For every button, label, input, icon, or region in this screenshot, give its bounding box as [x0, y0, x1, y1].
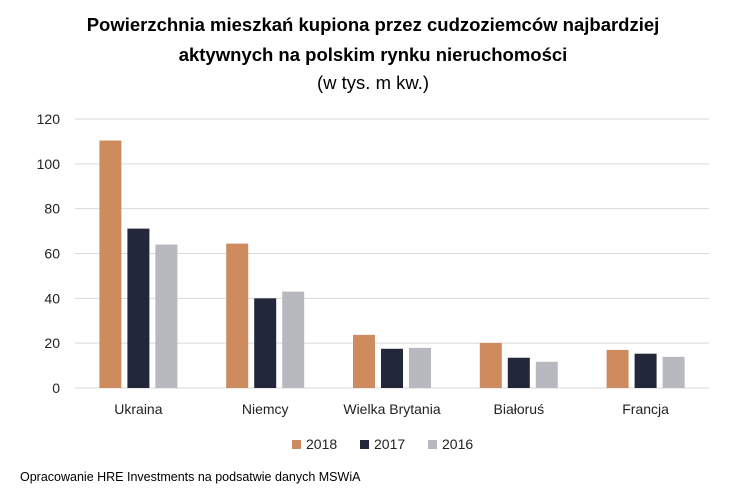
bar-2018-Białoruś [479, 342, 502, 388]
bar-2018-Francja [606, 349, 629, 388]
x-tick-label: Francja [622, 401, 669, 417]
x-tick-label: Białoruś [494, 401, 545, 417]
bar-2016-Ukraina [155, 244, 178, 388]
y-tick-label: 0 [52, 380, 60, 396]
chart-subtitle: (w tys. m kw.) [316, 72, 430, 93]
y-tick-label: 120 [37, 111, 61, 127]
bar-2017-Francja [634, 353, 657, 388]
legend-label: 2018 [306, 436, 337, 452]
chart-title-line1: Powierzchnia mieszkań kupiona przez cudz… [86, 14, 660, 35]
bar-2016-Wielka Brytania [409, 347, 431, 388]
x-tick-label: Wielka Brytania [343, 401, 440, 417]
source-note: Opracowanie HRE Investments na podsatwie… [20, 470, 361, 484]
legend-swatch-2017 [360, 440, 369, 449]
y-tick-label: 60 [44, 246, 60, 262]
bar-2017-Białoruś [507, 357, 530, 388]
legend-swatch-2018 [292, 440, 301, 449]
legend-swatch-2016 [428, 440, 437, 449]
bar-2016-Francja [662, 356, 685, 388]
chart-title-line2: aktywnych na polskim rynku nieruchomości [178, 44, 568, 65]
bar-2016-Białoruś [535, 361, 558, 388]
x-tick-label: Niemcy [242, 401, 289, 417]
y-tick-label: 20 [44, 335, 60, 351]
bar-2018-Wielka Brytania [353, 334, 375, 388]
legend-label: 2017 [374, 436, 405, 452]
bar-2016-Niemcy [282, 291, 305, 388]
y-tick-label: 40 [44, 290, 60, 306]
bar-2018-Ukraina [99, 140, 122, 388]
bar-2017-Wielka Brytania [381, 348, 403, 388]
legend-label: 2016 [442, 436, 473, 452]
x-tick-label: Ukraina [114, 401, 162, 417]
bar-2018-Niemcy [226, 243, 249, 388]
bar-2017-Ukraina [127, 228, 150, 388]
y-tick-label: 80 [44, 201, 60, 217]
y-tick-label: 100 [37, 156, 61, 172]
bar-2017-Niemcy [254, 298, 277, 388]
